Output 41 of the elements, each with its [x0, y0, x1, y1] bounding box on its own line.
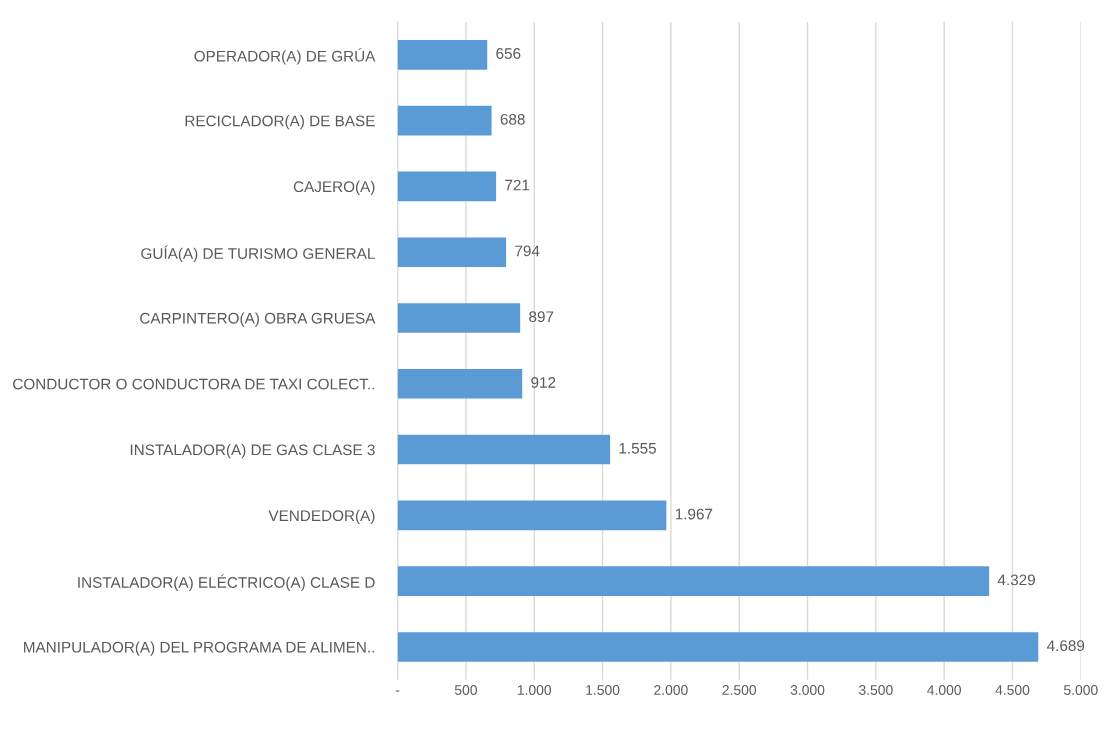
bar — [397, 566, 990, 596]
data-label: 4.329 — [997, 574, 1035, 586]
bar — [397, 434, 611, 465]
x-tick-label: 500 — [454, 685, 477, 695]
y-tick-label: CONDUCTOR O CONDUCTORA DE TAXI COLECT.. — [13, 378, 374, 390]
x-tick-label: 1.500 — [586, 685, 620, 695]
bar — [397, 368, 523, 399]
y-tick-label: INSTALADOR(A) ELÉCTRICO(A) CLASE D — [78, 574, 375, 591]
bar — [397, 40, 488, 70]
y-tick-label: RECICLADOR(A) DE BASE — [185, 115, 375, 130]
data-label: 794 — [515, 245, 540, 257]
x-tick-label: 2.500 — [722, 685, 757, 695]
y-tick-label: OPERADOR(A) DE GRÚA — [194, 48, 376, 65]
data-label: 721 — [505, 179, 530, 191]
y-tick-label: CARPINTERO(A) OBRA GRUESA — [140, 312, 376, 327]
data-label: 1.967 — [675, 508, 713, 520]
data-label: 688 — [500, 113, 525, 125]
data-label: 656 — [496, 48, 521, 59]
data-label: 1.555 — [619, 443, 656, 454]
x-tick-label: 2.000 — [654, 685, 688, 695]
bar — [397, 632, 1039, 662]
y-tick-label: GUÍA(A) DE TURISMO GENERAL — [141, 245, 375, 262]
y-tick-label: MANIPULADOR(A) DEL PROGRAMA DE ALIMEN.. — [24, 641, 374, 656]
x-tick-label: 3.500 — [858, 685, 893, 695]
y-tick-label: VENDEDOR(A) — [268, 509, 375, 525]
bar — [397, 237, 507, 267]
y-tick-label: CAJERO(A) — [293, 180, 375, 196]
bar — [397, 500, 667, 531]
x-tick-label: 4.500 — [995, 685, 1030, 695]
data-label: 4.689 — [1046, 640, 1085, 652]
x-tick-label: 4.000 — [927, 685, 961, 695]
bar — [397, 105, 492, 136]
x-tick-label: 1.000 — [517, 685, 552, 695]
bar — [397, 171, 497, 202]
y-tick-label: INSTALADOR(A) DE GAS CLASE 3 — [130, 444, 375, 459]
data-label: 897 — [529, 311, 554, 323]
bar — [397, 303, 521, 333]
x-tick-label: - — [395, 690, 400, 692]
x-tick-label: 5.000 — [1063, 685, 1098, 695]
data-label: 912 — [531, 377, 556, 388]
x-tick-label: 3.000 — [790, 685, 825, 695]
